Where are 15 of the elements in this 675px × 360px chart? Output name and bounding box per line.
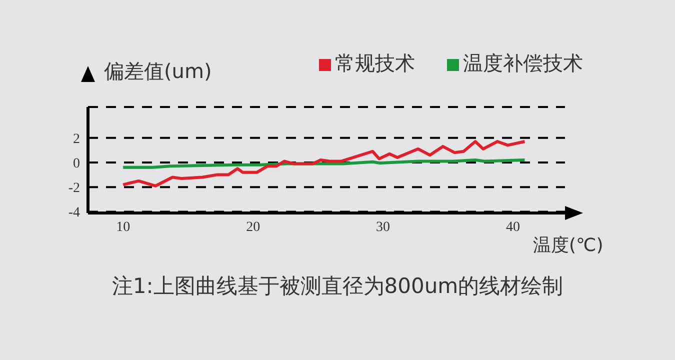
line-series <box>122 140 526 188</box>
x-tick-label: 30 <box>376 220 390 235</box>
y-tick-label: -4 <box>68 206 80 221</box>
x-axis-title: 温度(℃) <box>533 234 604 257</box>
y-tick-label: 2 <box>73 132 80 147</box>
line-series <box>122 158 526 169</box>
y-tick-label: 0 <box>73 156 80 172</box>
legend-label: 常规技术 <box>335 51 415 75</box>
x-tick-label: 40 <box>506 220 520 235</box>
y-tick-label: -2 <box>68 181 80 196</box>
text: 注1:上图曲线基于被测直径为800um的线材绘制 <box>110 273 564 300</box>
x-tick-label: 10 <box>116 220 130 235</box>
legend-label: 温度补偿技术 <box>463 51 583 75</box>
y-axis-title: 偏差值(um) <box>104 58 212 85</box>
x-tick-label: 20 <box>246 220 260 235</box>
